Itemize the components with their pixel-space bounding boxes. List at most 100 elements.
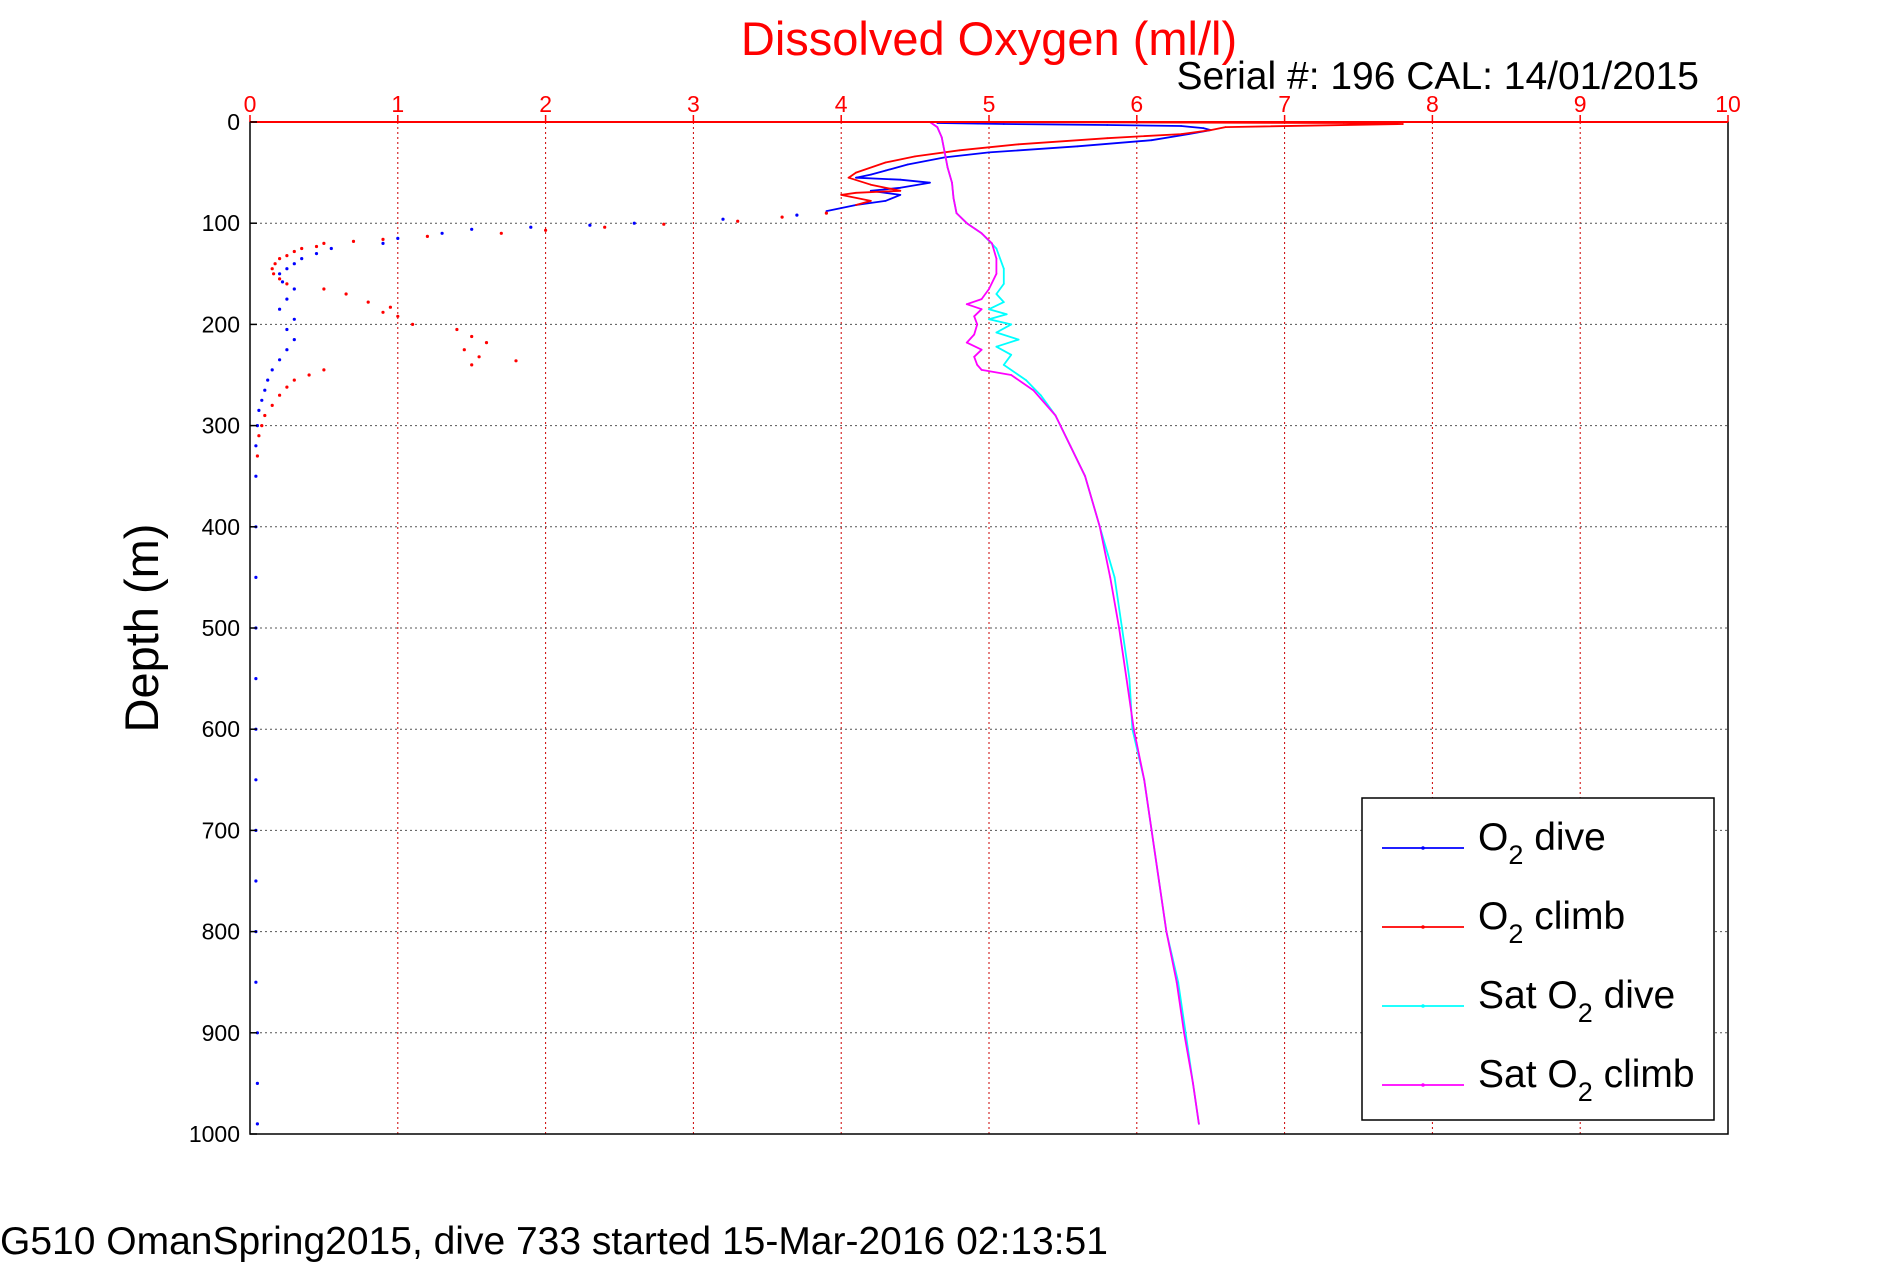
data-point bbox=[255, 1081, 259, 1085]
data-point bbox=[980, 348, 983, 351]
data-point bbox=[292, 378, 296, 382]
y-tick-label: 600 bbox=[202, 716, 240, 742]
data-point bbox=[270, 403, 274, 407]
data-point bbox=[869, 173, 872, 176]
data-point bbox=[292, 287, 296, 291]
data-point bbox=[1054, 414, 1057, 417]
data-point bbox=[470, 363, 474, 367]
data-point bbox=[278, 257, 282, 261]
data-point bbox=[825, 210, 828, 213]
data-point bbox=[1121, 627, 1123, 629]
data-point bbox=[285, 297, 289, 301]
data-point bbox=[1017, 143, 1020, 146]
data-point bbox=[477, 355, 481, 359]
legend-label: Sat O2 dive bbox=[1478, 974, 1675, 1028]
data-point bbox=[988, 151, 990, 154]
legend-entry: Sat O2 dive bbox=[1382, 974, 1675, 1028]
data-point bbox=[285, 282, 289, 286]
legend-marker bbox=[1421, 846, 1425, 850]
data-point bbox=[1158, 880, 1160, 882]
data-point bbox=[980, 308, 983, 311]
data-point bbox=[980, 232, 983, 235]
legend-label-suffix: climb bbox=[1593, 1053, 1695, 1096]
data-point bbox=[255, 1122, 259, 1126]
data-point bbox=[980, 298, 983, 300]
y-tick-label: 400 bbox=[202, 514, 240, 540]
legend-entry: O2 climb bbox=[1382, 895, 1625, 949]
data-point bbox=[314, 252, 319, 256]
y-tick-label: 100 bbox=[202, 210, 240, 236]
data-point bbox=[1198, 1123, 1200, 1125]
data-point bbox=[795, 213, 799, 217]
data-point bbox=[278, 272, 282, 276]
data-point bbox=[995, 247, 998, 250]
data-point bbox=[855, 204, 857, 206]
y-tick-label: 800 bbox=[202, 919, 240, 945]
data-point bbox=[254, 778, 258, 782]
data-point bbox=[1109, 576, 1112, 579]
legend-entry: O2 dive bbox=[1382, 816, 1606, 870]
legend-label-subscript: 2 bbox=[1508, 919, 1523, 949]
data-point bbox=[1177, 981, 1180, 984]
legend-label-prefix: Sat O bbox=[1478, 974, 1578, 1017]
data-point bbox=[272, 272, 276, 276]
data-point bbox=[1209, 129, 1212, 132]
data-point bbox=[1084, 475, 1086, 478]
data-point bbox=[254, 879, 258, 883]
x-tick-label: 7 bbox=[1278, 91, 1291, 117]
x-tick-label: 1 bbox=[391, 91, 404, 117]
data-point bbox=[1183, 1031, 1185, 1034]
series-line bbox=[929, 121, 1200, 1125]
data-point bbox=[300, 246, 304, 251]
x-tick-label: 10 bbox=[1715, 91, 1741, 117]
data-point bbox=[899, 194, 902, 196]
data-point bbox=[1010, 353, 1013, 356]
legend-label-subscript: 2 bbox=[1578, 998, 1593, 1028]
data-point bbox=[940, 136, 943, 139]
y-axis-label: Depth (m) bbox=[115, 524, 168, 733]
y-tick-label: 300 bbox=[202, 413, 240, 439]
data-point bbox=[470, 227, 474, 231]
legend-marker bbox=[1421, 1083, 1425, 1087]
data-point bbox=[884, 161, 887, 164]
data-point bbox=[1113, 576, 1116, 579]
data-point bbox=[1106, 137, 1109, 140]
series-4 bbox=[929, 121, 1200, 1125]
series-3 bbox=[255, 211, 829, 458]
data-point bbox=[1128, 677, 1131, 680]
legend-label: Sat O2 climb bbox=[1478, 1053, 1695, 1107]
data-point bbox=[263, 388, 267, 392]
data-point bbox=[976, 323, 979, 326]
data-point bbox=[1143, 778, 1146, 781]
data-point bbox=[855, 171, 857, 174]
data-point bbox=[270, 368, 274, 372]
y-tick-label: 0 bbox=[227, 109, 240, 135]
data-point bbox=[1184, 1031, 1187, 1034]
data-point bbox=[943, 151, 946, 154]
data-point bbox=[936, 126, 939, 128]
data-point bbox=[255, 454, 259, 458]
data-point bbox=[273, 262, 277, 266]
data-point bbox=[1005, 313, 1008, 316]
data-point bbox=[840, 194, 843, 196]
data-point bbox=[278, 358, 282, 362]
data-point bbox=[780, 215, 784, 219]
data-point bbox=[278, 307, 282, 311]
data-point bbox=[1192, 1082, 1194, 1085]
data-point bbox=[603, 225, 607, 229]
legend-label-prefix: O bbox=[1478, 816, 1508, 859]
legend-label-prefix: Sat O bbox=[1478, 1053, 1578, 1096]
data-point bbox=[899, 189, 902, 192]
x-tick-label: 9 bbox=[1574, 91, 1587, 117]
data-point bbox=[260, 424, 264, 428]
data-point bbox=[254, 575, 258, 580]
series-5 bbox=[929, 121, 1200, 1125]
data-point bbox=[906, 163, 909, 166]
data-point bbox=[721, 217, 725, 221]
data-series bbox=[254, 121, 1404, 1126]
data-point bbox=[995, 345, 998, 348]
legend-label-subscript: 2 bbox=[1578, 1077, 1593, 1107]
data-point bbox=[1132, 728, 1135, 731]
data-point bbox=[544, 228, 548, 232]
